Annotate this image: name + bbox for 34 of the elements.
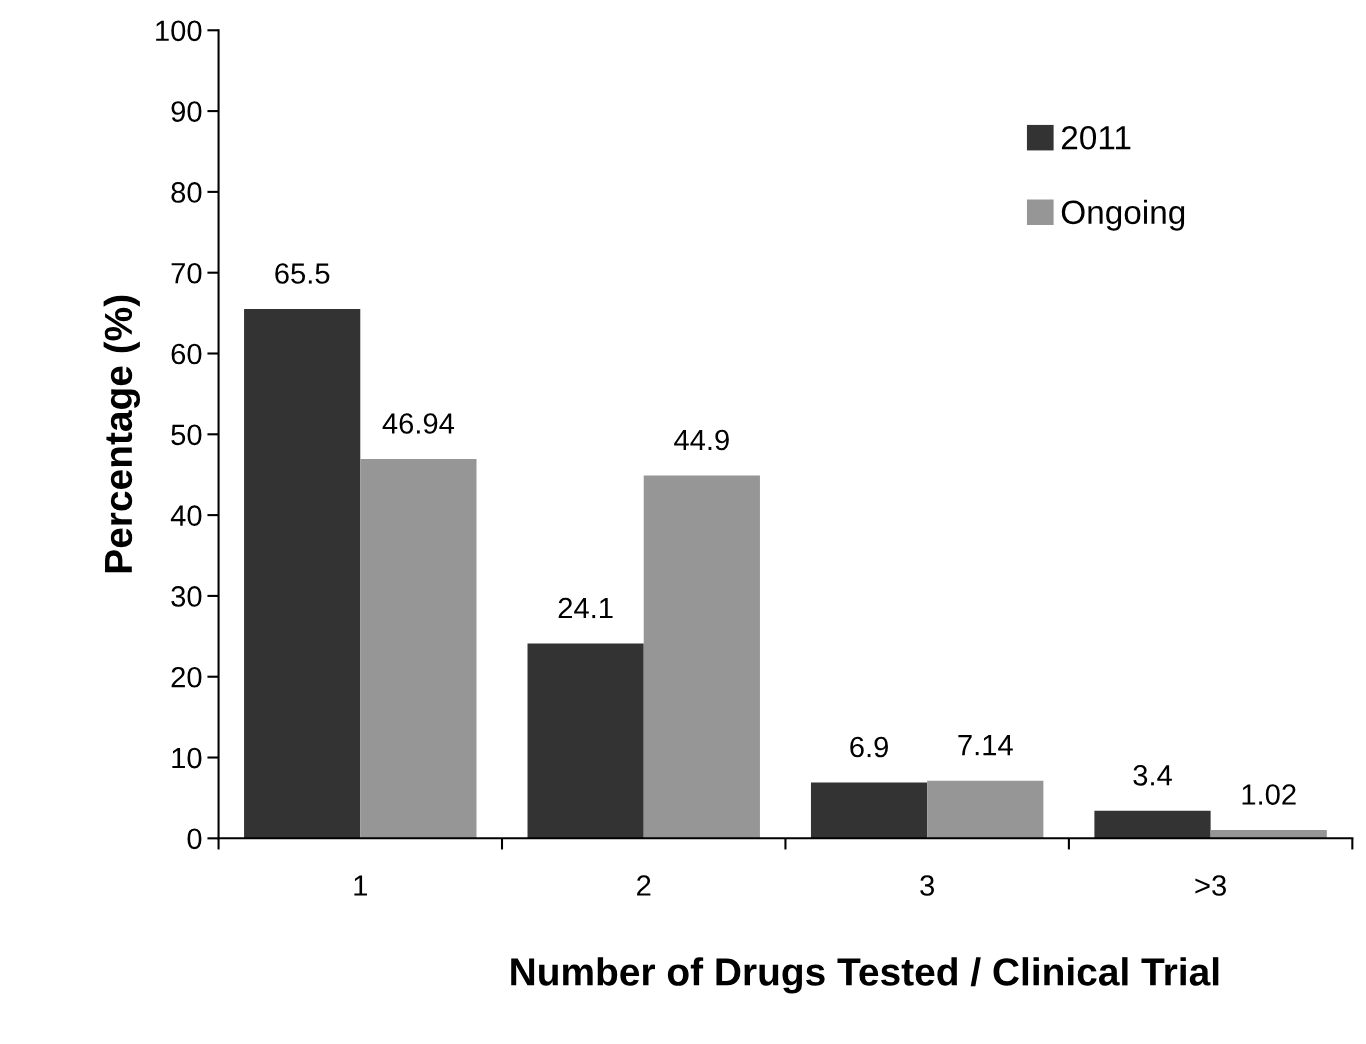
x-axis-title: Number of Drugs Tested / Clinical Trial: [511, 957, 1219, 994]
y-tick-label: 30: [171, 586, 202, 607]
x-tick-label: 1: [354, 875, 367, 896]
y-axis-title: Percentage (%): [103, 295, 141, 573]
data-label: 46.94: [382, 413, 455, 434]
bar: [1094, 810, 1211, 839]
data-label: 24.1: [558, 597, 613, 619]
y-tick-label: 60: [171, 343, 202, 365]
bar: [810, 782, 928, 839]
data-label: 44.9: [674, 429, 729, 451]
y-tick-label: 20: [171, 666, 202, 688]
x-tick-label: 3: [920, 875, 934, 896]
bar: [643, 475, 760, 839]
legend-label: Ongoing: [1061, 199, 1185, 231]
bar: [927, 780, 1044, 839]
bar: [244, 309, 361, 839]
legend-label: 2011: [1061, 125, 1131, 150]
x-tick-label: >3: [1195, 875, 1226, 896]
bar: [527, 643, 644, 839]
y-tick-label: 0: [187, 828, 202, 850]
x-tick-label: 2: [637, 875, 651, 896]
y-tick-label: 10: [172, 747, 202, 769]
data-label: 1.02: [1242, 784, 1296, 805]
y-tick-label: 80: [171, 182, 202, 203]
data-label: 3.4: [1133, 765, 1172, 786]
y-tick-label: 50: [171, 424, 202, 446]
bar: [360, 459, 477, 839]
data-label: 7.14: [958, 735, 1013, 756]
y-tick-label: 90: [171, 101, 202, 122]
y-tick-label: 40: [170, 505, 202, 526]
y-tick-label: 100: [156, 20, 202, 42]
y-tick-label: 70: [171, 262, 202, 284]
data-label: 6.9: [850, 736, 888, 758]
data-label: 65.5: [275, 263, 330, 284]
